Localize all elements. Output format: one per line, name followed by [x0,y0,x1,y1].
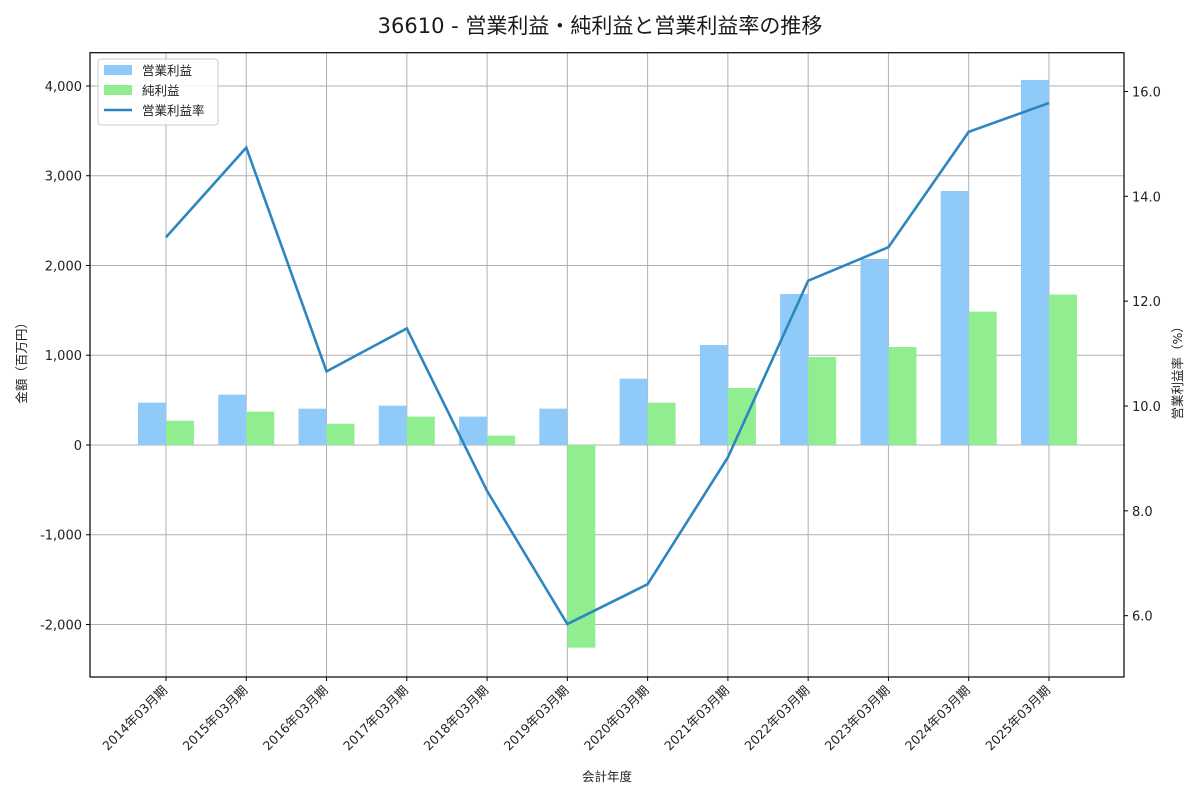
x-tick-label: 2014年03月期 [99,683,170,754]
bar-operating-profit [860,259,889,445]
y-tick-label: 4,000 [45,80,82,95]
bar-operating-profit [780,294,809,445]
bar-operating-profit [138,402,166,445]
y-tick-label: -2,000 [40,618,82,633]
bar-net-profit [808,357,837,445]
y-right-tick-label: 16.0 [1132,85,1161,100]
axes: -2,000 -1,000 0 1,000 2,000 3,000 4,000 6.0 8.0 1… [14,52,1185,784]
line-operating-margin [165,101,1050,626]
x-tick-label: 2023年03月期 [822,683,893,754]
legend-box [97,58,219,126]
plot-frame [89,52,1125,678]
bar-operating-profit [940,191,969,445]
x-tick-label: 2021年03月期 [661,683,732,754]
bar-net-profit [1048,294,1077,445]
bar-operating-profit [619,378,648,445]
legend-label: 営業利益率 [142,103,205,118]
y-right-tick-label: 14.0 [1132,190,1161,205]
line-series [165,101,1050,626]
x-tick-label: 2016年03月期 [260,683,331,754]
bar-net-profit [968,311,997,445]
bar-operating-profit [699,345,728,445]
x-axis-label: 会計年度 [582,769,633,784]
y-right-tick-label: 6.0 [1132,610,1153,625]
bar-net-profit [166,420,194,445]
y-right-tick-label: 10.0 [1132,400,1161,415]
bar-operating-profit [459,416,488,445]
chart-title: 36610 - 営業利益・純利益と営業利益率の推移 [377,14,823,38]
bar-net-profit [888,346,917,445]
x-tick-label: 2019年03月期 [501,683,572,754]
y-tick-label: -1,000 [40,529,82,544]
legend-swatch [104,85,132,95]
bar-net-profit [487,435,516,445]
bar-net-profit [246,411,275,445]
y-axis-label: 金額（百万円） [14,316,29,404]
y-right-axis-label: 営業利益率（%） [1170,320,1185,419]
x-tick-label: 2020年03月期 [581,683,652,754]
legend-swatch [104,65,132,75]
y-tick-label: 0 [74,439,82,454]
legend-label: 営業利益 [142,63,192,78]
bar-operating-profit [298,408,327,445]
x-tick-label: 2015年03月期 [180,683,251,754]
bar-operating-profit [539,408,568,445]
y-tick-label: 1,000 [45,349,82,364]
legend-label: 純利益 [142,83,180,98]
x-tick-label: 2017年03月期 [340,683,411,754]
bar-operating-profit [218,394,247,445]
bar-net-profit [326,423,355,445]
bar-operating-profit [1020,79,1049,445]
bar-operating-profit [378,405,407,445]
x-tick-label: 2025年03月期 [982,683,1053,754]
y-tick-label: 2,000 [45,259,82,274]
y-right-tick-label: 8.0 [1132,505,1153,520]
y-right-tick-label: 12.0 [1132,295,1161,310]
bar-net-profit [406,416,435,445]
x-tick-label: 2024年03月期 [902,683,973,754]
x-tick-label: 2022年03月期 [741,683,812,754]
bar-series [138,79,1077,648]
x-tick-label: 2018年03月期 [420,683,491,754]
bar-net-profit [647,402,676,445]
bar-net-profit [727,388,756,445]
y-tick-label: 3,000 [45,170,82,185]
